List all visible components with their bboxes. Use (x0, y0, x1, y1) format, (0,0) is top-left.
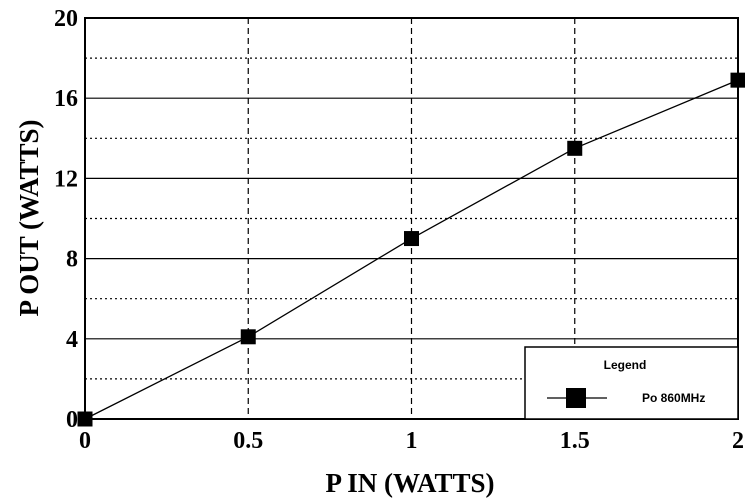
y-tick-label: 12 (54, 166, 78, 192)
series-layer (77, 72, 745, 427)
plot-frame (84, 17, 739, 420)
data-point-marker (77, 411, 93, 427)
data-point-marker (567, 140, 583, 156)
legend: Legend Po 860MHz (524, 346, 739, 420)
y-tick-label: 20 (54, 6, 78, 32)
y-axis-title: P OUT (WATTS) (14, 119, 44, 316)
grid (85, 18, 738, 419)
data-point-marker (404, 231, 419, 247)
data-point-marker (240, 329, 256, 345)
x-tick-label: 0.5 (233, 428, 263, 454)
x-axis-ticks: 0 0.5 1 1.5 2 (79, 428, 744, 454)
y-tick-label: 4 (66, 327, 78, 353)
legend-marker (566, 388, 586, 408)
x-tick-label: 1.5 (560, 428, 590, 454)
y-tick-label: 8 (66, 247, 78, 273)
data-point-marker (730, 72, 745, 88)
y-tick-label: 16 (54, 86, 78, 112)
x-tick-label: 1 (406, 428, 418, 454)
legend-title: Legend (604, 358, 647, 372)
x-tick-label: 2 (732, 428, 744, 454)
legend-entry-label: Po 860MHz (642, 391, 705, 405)
legend-box (524, 346, 739, 420)
x-tick-label: 0 (79, 428, 91, 454)
y-axis-ticks: 0 4 8 12 16 20 (54, 6, 78, 433)
x-axis-title: P IN (WATTS) (325, 468, 494, 498)
y-tick-label: 0 (66, 407, 78, 433)
